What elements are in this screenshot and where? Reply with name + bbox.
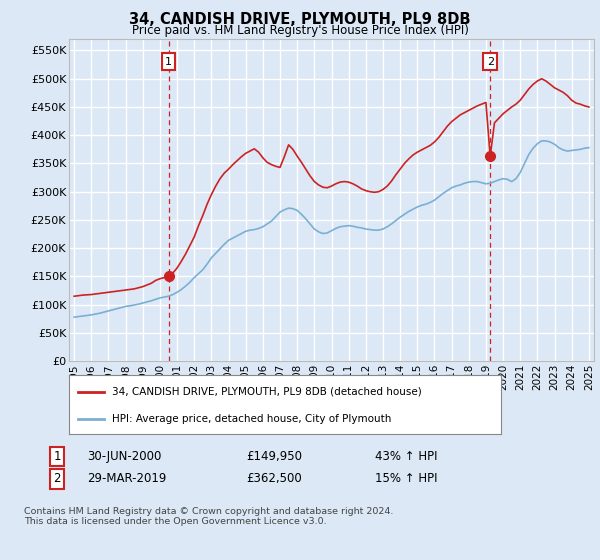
Text: Contains HM Land Registry data © Crown copyright and database right 2024.
This d: Contains HM Land Registry data © Crown c… xyxy=(24,507,394,526)
Text: 1: 1 xyxy=(165,57,172,67)
Text: 34, CANDISH DRIVE, PLYMOUTH, PL9 8DB: 34, CANDISH DRIVE, PLYMOUTH, PL9 8DB xyxy=(129,12,471,27)
Text: £362,500: £362,500 xyxy=(246,472,302,486)
Text: £149,950: £149,950 xyxy=(246,450,302,463)
Text: 1: 1 xyxy=(53,450,61,463)
Text: 2: 2 xyxy=(53,472,61,486)
Text: 30-JUN-2000: 30-JUN-2000 xyxy=(87,450,161,463)
Text: 2: 2 xyxy=(487,57,494,67)
Text: HPI: Average price, detached house, City of Plymouth: HPI: Average price, detached house, City… xyxy=(112,414,392,424)
Text: 29-MAR-2019: 29-MAR-2019 xyxy=(87,472,166,486)
Text: Price paid vs. HM Land Registry's House Price Index (HPI): Price paid vs. HM Land Registry's House … xyxy=(131,24,469,36)
Text: 34, CANDISH DRIVE, PLYMOUTH, PL9 8DB (detached house): 34, CANDISH DRIVE, PLYMOUTH, PL9 8DB (de… xyxy=(112,386,422,396)
Text: 43% ↑ HPI: 43% ↑ HPI xyxy=(375,450,437,463)
Text: 15% ↑ HPI: 15% ↑ HPI xyxy=(375,472,437,486)
